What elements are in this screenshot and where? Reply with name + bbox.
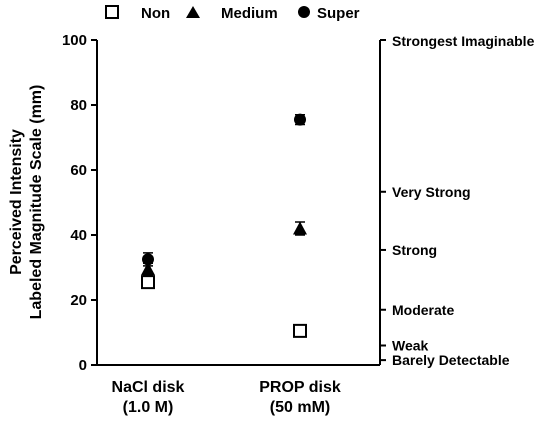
right-axis-label: Barely Detectable bbox=[392, 352, 510, 368]
point-non bbox=[141, 275, 155, 290]
x-axis-categories: NaCl disk (1.0 M) PROP disk (50 mM) bbox=[112, 379, 341, 416]
y-tick-label: 40 bbox=[70, 227, 87, 244]
y-axis-title-line-1: Perceived Intensity bbox=[8, 129, 25, 275]
legend-marker-super bbox=[298, 6, 310, 18]
x-category-label: PROP disk (50 mM) bbox=[259, 379, 341, 416]
point-medium bbox=[141, 262, 155, 276]
y-tick-label: 0 bbox=[79, 357, 87, 374]
legend-label-non: Non bbox=[141, 5, 170, 22]
y-tick-label: 80 bbox=[70, 97, 87, 114]
legend: Non Medium Super bbox=[105, 5, 360, 22]
y-axis-right-ticks: Strongest Imaginable Very Strong Strong Mod… bbox=[380, 33, 535, 368]
right-axis-label: Strongest Imaginable bbox=[392, 33, 535, 49]
right-axis-label: Strong bbox=[392, 242, 437, 258]
y-axis-title-line-2: Labeled Magnitude Scale (mm) bbox=[28, 85, 45, 320]
x-category-label: NaCl disk (1.0 M) bbox=[112, 379, 185, 416]
legend-label-medium: Medium bbox=[221, 5, 278, 22]
point-super bbox=[142, 253, 154, 266]
y-tick-label: 100 bbox=[62, 32, 87, 49]
legend-marker-medium bbox=[186, 6, 200, 18]
legend-label-super: Super bbox=[317, 5, 360, 22]
y-axis-title: Perceived Intensity Labeled Magnitude Sc… bbox=[8, 85, 45, 320]
y-tick-label: 20 bbox=[70, 292, 87, 309]
right-axis-label: Very Strong bbox=[392, 184, 471, 200]
right-axis-label: Weak bbox=[392, 338, 429, 354]
y-tick-label: 60 bbox=[70, 162, 87, 179]
legend-marker-non bbox=[105, 5, 119, 19]
point-super bbox=[294, 113, 306, 126]
point-non bbox=[293, 323, 307, 338]
right-axis-label: Moderate bbox=[392, 302, 454, 318]
y-axis-left-ticks: 0 20 40 60 80 100 bbox=[62, 32, 97, 374]
point-medium bbox=[293, 221, 307, 235]
data-points bbox=[141, 113, 307, 338]
